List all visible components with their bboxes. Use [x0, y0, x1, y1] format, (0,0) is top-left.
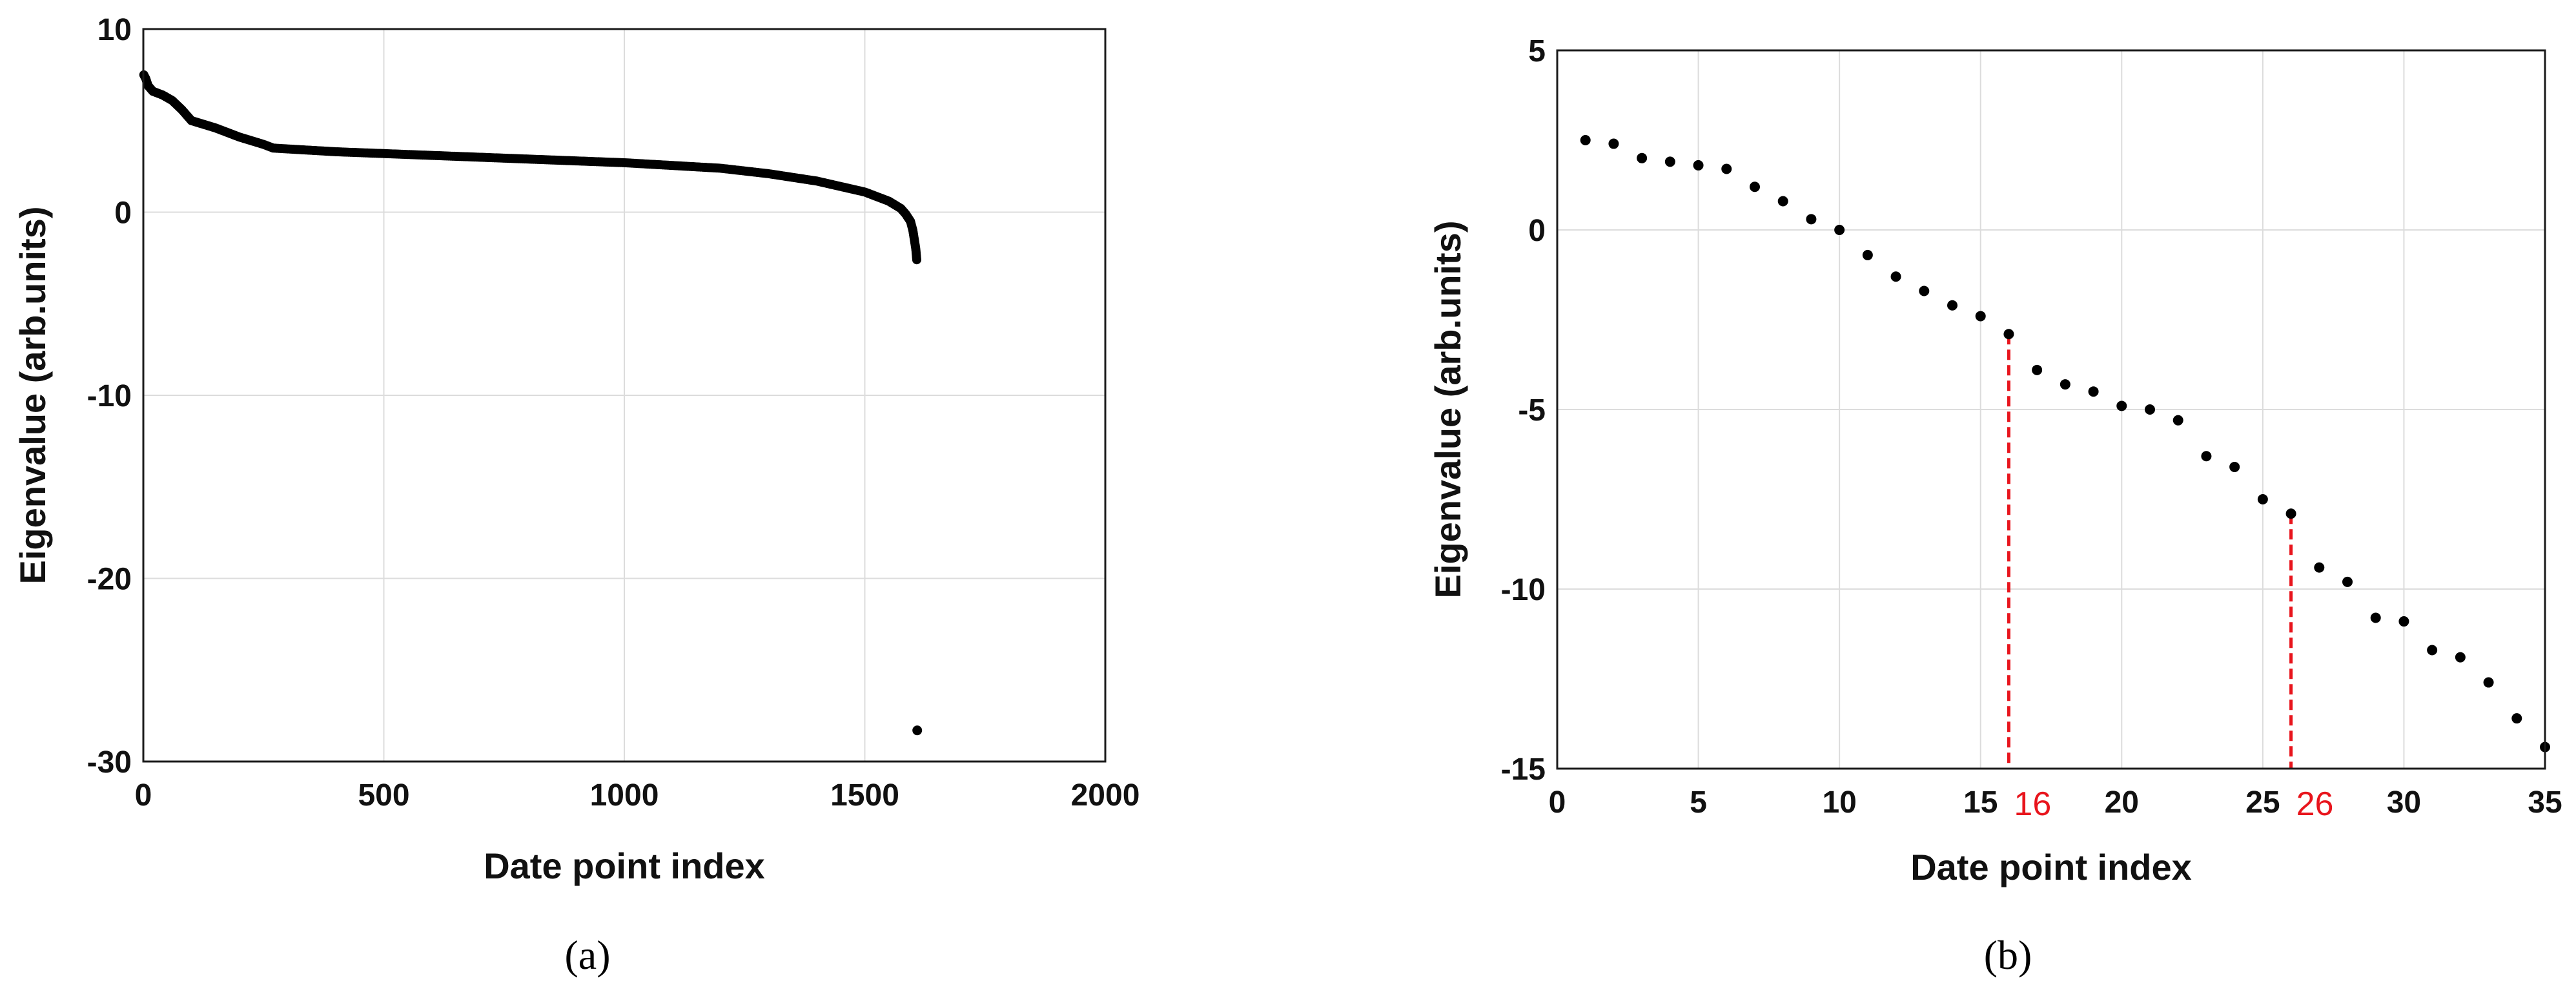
y-tick-label: 0	[114, 196, 132, 231]
data-point	[2145, 404, 2155, 415]
data-points	[139, 70, 923, 736]
marker-label: 16	[2014, 785, 2051, 823]
x-tick-label: 1500	[830, 778, 899, 813]
data-point	[2257, 494, 2268, 504]
y-tick-label: 10	[97, 13, 132, 47]
data-point	[2370, 612, 2381, 623]
y-tick-label: -15	[1501, 752, 1546, 787]
x-tick-label: 0	[135, 778, 152, 813]
x-tick-label: 20	[2105, 785, 2139, 820]
marker-label: 26	[2296, 785, 2334, 823]
data-point	[912, 255, 921, 265]
data-point	[1947, 300, 1958, 311]
data-point	[2116, 400, 2127, 411]
data-point	[2060, 379, 2070, 390]
data-point	[1580, 135, 1591, 145]
y-tick-label: -30	[87, 745, 132, 780]
x-tick-label: 1000	[590, 778, 659, 813]
data-point	[1608, 138, 1619, 149]
x-tick-label: 15	[1963, 785, 1998, 820]
data-point	[1777, 196, 1788, 207]
data-point	[2483, 677, 2494, 688]
data-point	[1721, 163, 1732, 174]
data-point	[2455, 652, 2466, 663]
marker-lines: 16 26	[2007, 334, 2334, 823]
caption-a: (a)	[564, 932, 610, 978]
data-point	[2285, 508, 2296, 519]
y-tick-label: -5	[1518, 393, 1546, 428]
x-tick-label: 5	[1690, 785, 1707, 820]
grid	[1557, 50, 2545, 769]
plot-frame	[1556, 49, 2546, 770]
x-tick-label: 0	[1549, 785, 1566, 820]
data-point	[1890, 271, 1901, 282]
x-tick-labels: 0 500 1000 1500 2000	[135, 778, 1140, 813]
x-tick-label: 25	[2245, 785, 2280, 820]
data-point	[1919, 285, 1930, 296]
data-point	[2201, 451, 2212, 462]
x-tick-label: 10	[1822, 785, 1856, 820]
y-tick-labels: 10 0 -10 -20 -30	[87, 13, 132, 780]
data-point	[2229, 461, 2240, 472]
panel-a: 0 500 1000 1500 2000 10 0 -10 -20 -30 Date point…	[12, 13, 1140, 978]
data-point	[2511, 713, 2522, 724]
data-point	[1693, 160, 1704, 171]
data-point	[2172, 415, 2183, 426]
data-point	[2088, 386, 2099, 397]
y-tick-labels: 5 0 -5 -10 -15	[1501, 34, 1546, 787]
outlier-point	[912, 725, 923, 736]
y-axis-label: Eigenvalue (arb.units)	[1427, 221, 1468, 599]
x-tick-labels: 0 5 10 15 20 25 30 35	[1549, 785, 2562, 820]
data-point	[2314, 562, 2325, 573]
data-point	[1834, 225, 1845, 235]
y-tick-label: -20	[87, 563, 132, 597]
data-point	[2032, 364, 2043, 375]
panel-b: 16 26 0 5 10 15 20 25 30 35 50-5-10-15 Date poin…	[1427, 34, 2562, 978]
x-tick-label: 30	[2387, 785, 2421, 820]
y-tick-label: 5	[1528, 34, 1546, 68]
y-axis-label: Eigenvalue (arb.units)	[12, 207, 53, 585]
x-tick-label: 500	[358, 778, 409, 813]
x-tick-label: 35	[2528, 785, 2562, 820]
data-points	[1580, 135, 2550, 752]
x-axis-label: Date point index	[484, 845, 765, 886]
x-tick-label: 2000	[1071, 778, 1140, 813]
data-point	[1637, 152, 1648, 163]
data-point	[1975, 311, 1986, 322]
y-tick-label: -10	[1501, 573, 1546, 607]
data-point	[2427, 645, 2438, 656]
data-point	[2003, 329, 2014, 340]
data-point	[1806, 214, 1817, 225]
data-point	[2342, 576, 2353, 587]
plot-frame	[142, 28, 1107, 763]
y-tick-label: 0	[1528, 214, 1546, 248]
grid	[143, 29, 1105, 762]
data-point	[2398, 616, 2409, 627]
data-point	[1750, 181, 1760, 192]
y-tick-label: -10	[87, 379, 132, 413]
caption-b: (b)	[1984, 932, 2032, 978]
data-point	[1862, 249, 1873, 260]
x-axis-label: Date point index	[1910, 847, 2192, 887]
data-point	[1664, 156, 1675, 167]
